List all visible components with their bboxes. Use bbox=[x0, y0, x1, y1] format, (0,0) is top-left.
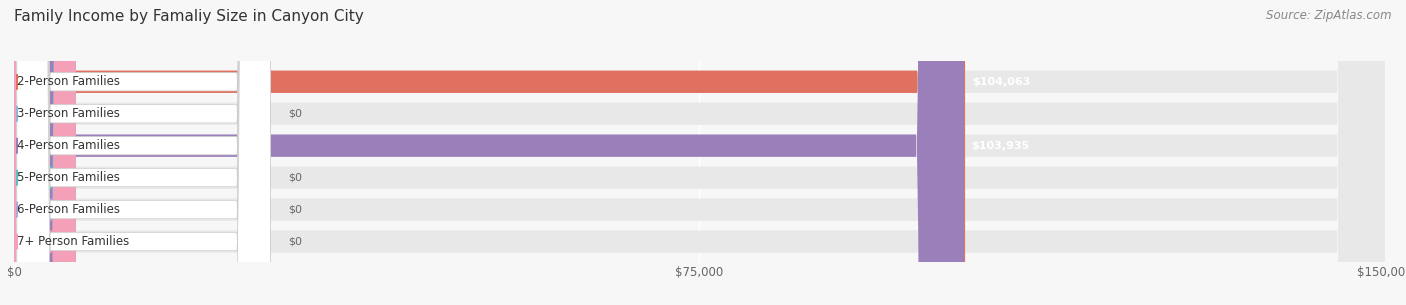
FancyBboxPatch shape bbox=[17, 0, 270, 305]
FancyBboxPatch shape bbox=[14, 0, 965, 305]
FancyBboxPatch shape bbox=[14, 0, 1385, 305]
Text: $103,935: $103,935 bbox=[970, 141, 1029, 151]
Text: 7+ Person Families: 7+ Person Families bbox=[17, 235, 129, 248]
FancyBboxPatch shape bbox=[17, 0, 270, 305]
FancyBboxPatch shape bbox=[14, 0, 76, 305]
FancyBboxPatch shape bbox=[17, 0, 270, 305]
FancyBboxPatch shape bbox=[14, 0, 76, 305]
Text: 3-Person Families: 3-Person Families bbox=[17, 107, 120, 120]
FancyBboxPatch shape bbox=[14, 0, 1385, 305]
Text: Family Income by Famaliy Size in Canyon City: Family Income by Famaliy Size in Canyon … bbox=[14, 9, 364, 24]
Text: 5-Person Families: 5-Person Families bbox=[17, 171, 120, 184]
FancyBboxPatch shape bbox=[14, 0, 1385, 305]
FancyBboxPatch shape bbox=[14, 0, 76, 305]
FancyBboxPatch shape bbox=[17, 0, 270, 305]
Text: Source: ZipAtlas.com: Source: ZipAtlas.com bbox=[1267, 9, 1392, 22]
Text: 2-Person Families: 2-Person Families bbox=[17, 75, 120, 88]
FancyBboxPatch shape bbox=[14, 0, 1385, 305]
Text: $0: $0 bbox=[288, 205, 302, 215]
FancyBboxPatch shape bbox=[14, 0, 1385, 305]
FancyBboxPatch shape bbox=[14, 0, 76, 305]
Text: $0: $0 bbox=[288, 109, 302, 119]
Text: 6-Person Families: 6-Person Families bbox=[17, 203, 120, 216]
FancyBboxPatch shape bbox=[14, 0, 1385, 305]
Text: 4-Person Families: 4-Person Families bbox=[17, 139, 120, 152]
FancyBboxPatch shape bbox=[17, 0, 270, 305]
Text: $0: $0 bbox=[288, 173, 302, 183]
Text: $104,063: $104,063 bbox=[972, 77, 1031, 87]
Text: $0: $0 bbox=[288, 237, 302, 246]
FancyBboxPatch shape bbox=[14, 0, 965, 305]
FancyBboxPatch shape bbox=[17, 0, 270, 305]
